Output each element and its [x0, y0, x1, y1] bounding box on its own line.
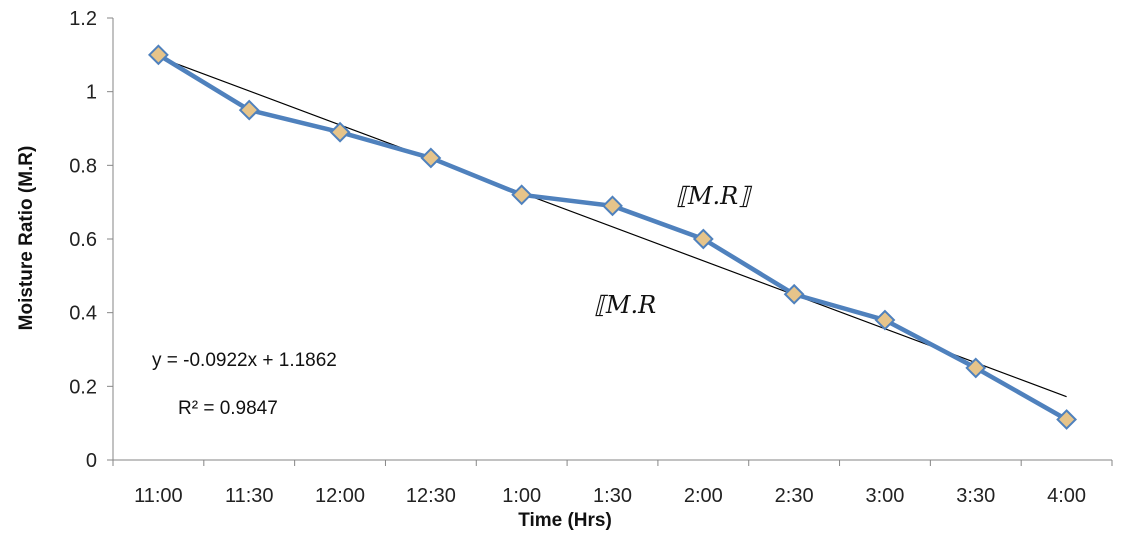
x-tick-label: 3:00 — [865, 485, 904, 507]
data-point-marker — [783, 283, 805, 305]
data-point-marker — [602, 195, 623, 217]
y-tick-label: 1 — [86, 82, 97, 104]
data-point-marker — [147, 44, 169, 66]
trendline-layer — [158, 56, 1067, 398]
axes-layer: 0 0.2 0.4 0.6 0.8 1 1.2 11:00 11:30 12:00 12:30 1:0… — [69, 8, 1113, 507]
x-axis-title: Time (Hrs) — [518, 510, 612, 531]
x-tick-label: 1:30 — [593, 485, 632, 507]
data-point-marker — [965, 357, 987, 379]
y-tick-label: 0.4 — [69, 303, 97, 325]
x-tick-label: 12:00 — [315, 485, 365, 507]
x-tick-label: 2:00 — [684, 485, 723, 507]
data-point-marker — [874, 309, 896, 331]
math-annotation-1: ⟦M.R⟧ — [676, 182, 753, 210]
x-tick-label: 11:30 — [225, 485, 274, 507]
x-tick-label: 4:00 — [1047, 485, 1086, 507]
data-point-marker — [420, 147, 442, 169]
x-tick-label: 2:30 — [775, 485, 814, 507]
r-squared-value: R² = 0.9847 — [178, 398, 278, 419]
data-point-marker — [1056, 409, 1078, 430]
data-point-marker — [692, 228, 714, 250]
y-tick-label: 0.6 — [69, 229, 97, 251]
y-tick-label: 0.8 — [69, 155, 97, 177]
x-tick-label: 3:30 — [956, 485, 995, 507]
trendline-equation: y = -0.0922x + 1.1862 — [152, 350, 337, 371]
x-tick-label: 1:00 — [502, 485, 541, 507]
y-tick-label: 0 — [86, 450, 97, 472]
x-tick-label: 11:00 — [134, 485, 183, 507]
math-annotation-2: ⟦M.R — [594, 291, 656, 319]
data-point-marker — [329, 121, 351, 143]
y-tick-label: 1.2 — [69, 8, 97, 30]
y-tick-label: 0.2 — [69, 376, 97, 398]
labels-layer: Time (Hrs) Moisture Ratio (M.R) y = -0.0… — [16, 146, 753, 531]
data-point-marker — [511, 184, 533, 206]
linear-trendline — [158, 56, 1067, 398]
series-layer — [147, 44, 1078, 430]
data-point-marker — [238, 99, 260, 121]
x-tick-label: 12:30 — [406, 485, 456, 507]
y-axis-title: Moisture Ratio (M.R) — [16, 146, 37, 331]
